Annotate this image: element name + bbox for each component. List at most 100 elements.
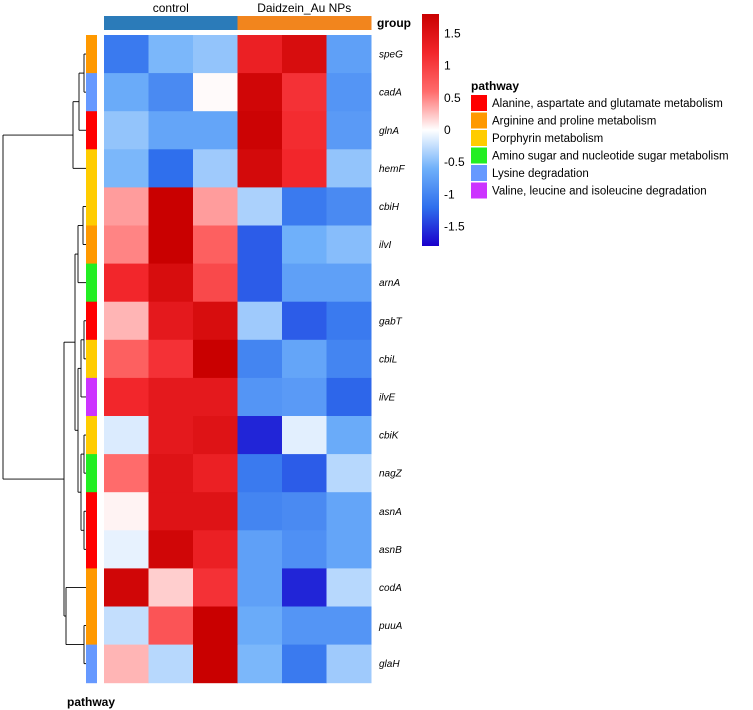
gene-label: asnB: [379, 545, 402, 556]
gene-label: speG: [379, 50, 403, 61]
pathway-cell: [86, 35, 97, 74]
gene-label: glnA: [379, 126, 399, 137]
heatmap-cell: [326, 263, 372, 303]
heatmap-cell: [282, 644, 327, 684]
heatmap-cell: [326, 339, 372, 379]
color-scale-tick: 0.5: [444, 91, 461, 105]
pathway-cell: [86, 225, 97, 265]
heatmap-cell: [282, 263, 327, 303]
pathway-legend-label: Arginine and proline metabolism: [492, 116, 656, 128]
pathway-cell: [86, 263, 97, 303]
heatmap-cell: [326, 225, 372, 265]
color-scale-tick: -0.5: [444, 155, 465, 169]
heatmap-cell: [326, 35, 372, 74]
heatmap-cell: [104, 644, 149, 684]
pathway-cell: [86, 530, 97, 569]
heatmap-cell: [193, 377, 238, 417]
pathway-axis-label: pathway: [67, 695, 115, 709]
heatmap-cell: [326, 111, 372, 150]
heatmap-cell: [326, 149, 372, 188]
heatmap-cell: [193, 492, 238, 531]
heatmap-cell: [104, 377, 149, 417]
heatmap-cell: [148, 492, 194, 531]
pathway-legend-label: Amino sugar and nucleotide sugar metabol…: [492, 151, 729, 163]
heatmap-cell: [148, 187, 194, 226]
heatmap-cell: [193, 644, 238, 684]
pathway-cell: [86, 73, 97, 112]
heatmap-cell: [193, 454, 238, 493]
group-legend-title: group: [377, 16, 411, 30]
heatmap-cell: [148, 644, 194, 684]
heatmap-cell: [193, 187, 238, 226]
heatmap-cell: [148, 606, 194, 646]
pathway-legend-swatch: [471, 130, 487, 146]
group-cell: [104, 16, 149, 30]
group-cell: [193, 16, 238, 30]
heatmap-cell: [104, 454, 149, 493]
gene-labels: speG cadA glnA hemF cbiH ilvI arnA gabT cbiL ilvE…: [378, 50, 405, 671]
heatmap-cell: [148, 339, 194, 379]
heatmap-cell: [148, 377, 194, 417]
heatmap-cell: [193, 530, 238, 569]
heatmap-cell: [193, 73, 238, 112]
heatmap-cell: [282, 73, 327, 112]
heatmap-cell: [104, 301, 149, 341]
pathway-cell: [86, 644, 97, 684]
gene-label: glaH: [379, 659, 400, 670]
heatmap-cell: [237, 377, 283, 417]
heatmap-cell: [237, 73, 283, 112]
heatmap-cell: [193, 416, 238, 455]
pathway-cell: [86, 187, 97, 226]
heatmap-cell: [282, 492, 327, 531]
heatmap-cell: [282, 530, 327, 569]
heatmap-cell: [282, 377, 327, 417]
heatmap-cell: [237, 301, 283, 341]
heatmap-cell: [104, 339, 149, 379]
heatmap-cell: [282, 187, 327, 226]
heatmap-cell: [104, 492, 149, 531]
heatmap-cell: [104, 606, 149, 646]
heatmap-cells: [104, 35, 372, 684]
heatmap-cell: [237, 568, 283, 607]
pathway-legend-swatch: [471, 182, 487, 199]
heatmap-cell: [282, 606, 327, 646]
heatmap-cell: [104, 149, 149, 188]
heatmap-cell: [326, 492, 372, 531]
heatmap-cell: [326, 530, 372, 569]
heatmap-cell: [193, 149, 238, 188]
heatmap-cell: [326, 416, 372, 455]
heatmap-cell: [282, 225, 327, 265]
gene-label: asnA: [379, 507, 402, 518]
heatmap-cell: [148, 301, 194, 341]
heatmap-cell: [282, 416, 327, 455]
heatmap-cell: [237, 416, 283, 455]
pathway-cell: [86, 492, 97, 531]
color-scale-legend: 1.5 1 0.5 0 -0.5 -1 -1.5: [422, 14, 465, 246]
pathway-cell: [86, 416, 97, 455]
heatmap-cell: [237, 454, 283, 493]
heatmap-cell: [326, 644, 372, 684]
heatmap-cell: [104, 73, 149, 112]
pathway-cell: [86, 568, 97, 607]
gene-label: puuA: [378, 621, 403, 632]
heatmap-cell: [326, 568, 372, 607]
group-cell: [148, 16, 194, 30]
gene-label: arnA: [379, 278, 400, 289]
heatmap-cell: [237, 492, 283, 531]
pathway-legend-label: Porphyrin metabolism: [492, 133, 603, 145]
group-cell: [282, 16, 327, 30]
pathway-legend-swatch: [471, 112, 487, 129]
group-cell: [237, 16, 283, 30]
pathway-legend-swatch: [471, 95, 487, 111]
heatmap-cell: [193, 35, 238, 74]
pathway-cell: [86, 377, 97, 417]
heatmap-cell: [148, 111, 194, 150]
heatmap-cell: [326, 301, 372, 341]
heatmap-cell: [237, 225, 283, 265]
gene-label: cadA: [379, 88, 402, 99]
heatmap-cell: [282, 35, 327, 74]
heatmap-cell: [104, 416, 149, 455]
gene-label: codA: [379, 583, 402, 594]
heatmap-cell: [282, 301, 327, 341]
